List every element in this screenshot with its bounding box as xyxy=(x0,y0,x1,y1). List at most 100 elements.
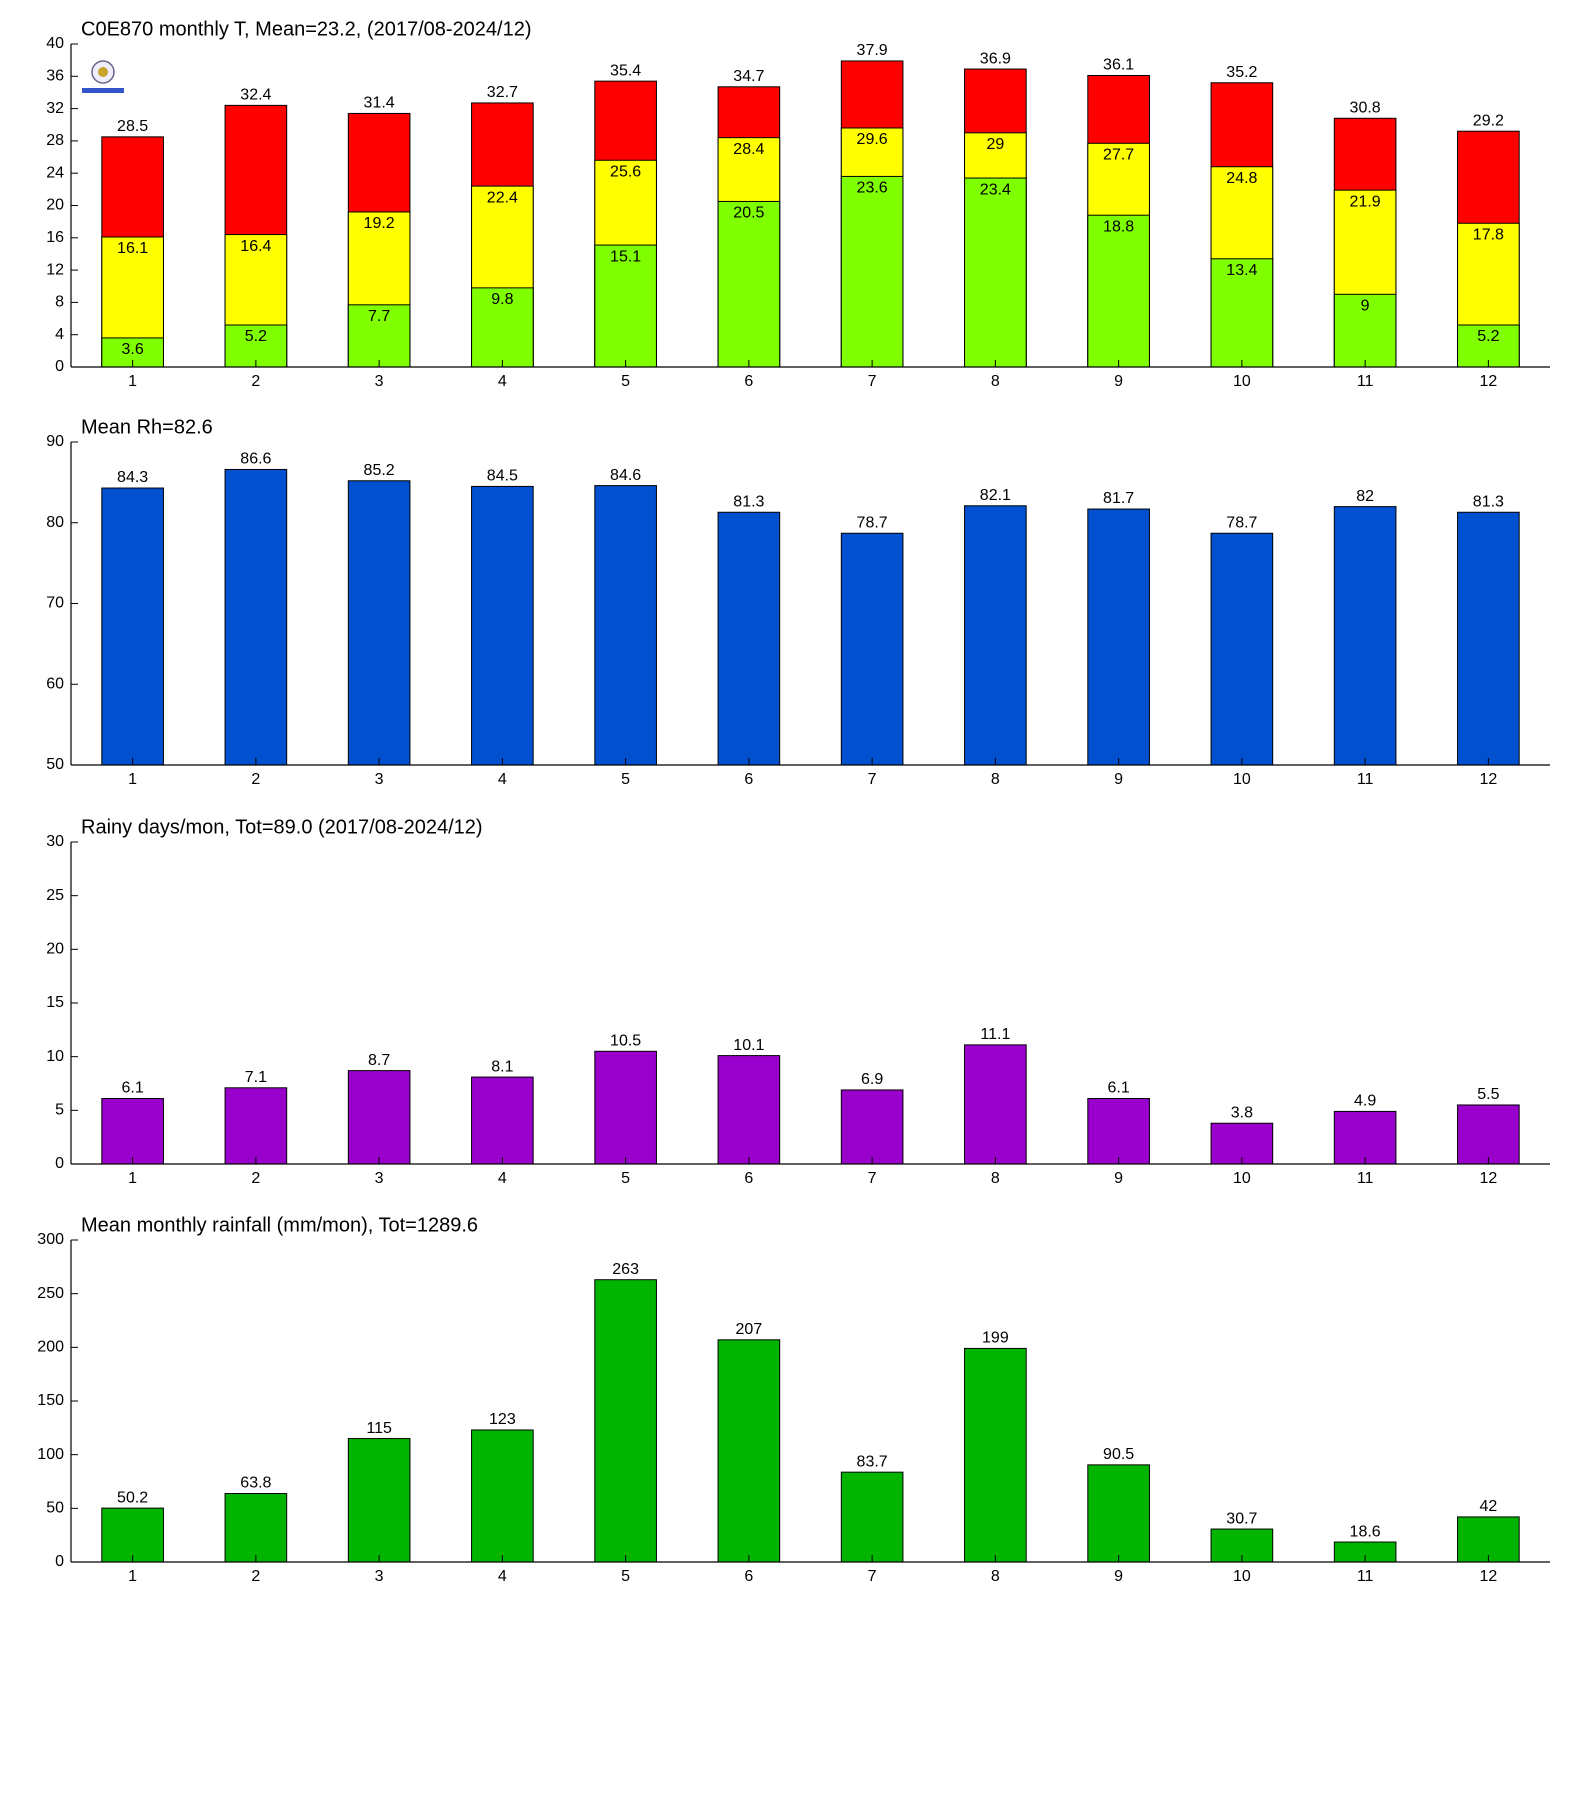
bar xyxy=(224,468,288,766)
x-tick-label: 4 xyxy=(498,373,507,390)
chart-title: Mean monthly rainfall (mm/mon), Tot=1289… xyxy=(81,1214,478,1236)
x-tick-label: 10 xyxy=(1233,771,1251,788)
y-tick-label: 36 xyxy=(46,68,64,85)
value-label: 42 xyxy=(1479,1498,1497,1515)
value-label: 81.7 xyxy=(1103,490,1134,507)
x-tick-label: 5 xyxy=(621,771,630,788)
x-tick-label: 8 xyxy=(991,1568,1000,1585)
y-tick-label: 250 xyxy=(37,1285,64,1302)
bar xyxy=(1457,511,1520,766)
value-label: 83.7 xyxy=(857,1453,888,1470)
value-label: 32.7 xyxy=(487,84,518,101)
x-tick-label: 6 xyxy=(744,1568,753,1585)
bar xyxy=(717,200,781,368)
x-tick-label: 5 xyxy=(621,1568,630,1585)
bar xyxy=(1210,258,1274,368)
bar xyxy=(471,485,534,766)
value-label: 199 xyxy=(982,1330,1009,1347)
x-tick-label: 1 xyxy=(128,1568,137,1585)
value-label: 81.3 xyxy=(733,493,764,510)
x-tick-label: 3 xyxy=(375,1170,384,1187)
x-tick-label: 8 xyxy=(991,771,1000,788)
x-tick-label: 12 xyxy=(1479,373,1497,390)
value-label: 115 xyxy=(366,1420,392,1437)
bar xyxy=(347,1438,411,1563)
y-tick-label: 0 xyxy=(55,1553,64,1570)
bar xyxy=(964,1347,1027,1563)
value-label: 15.1 xyxy=(610,248,641,265)
bar xyxy=(1087,508,1150,766)
value-label: 29.2 xyxy=(1473,112,1504,129)
bar xyxy=(347,304,411,368)
x-tick-label: 3 xyxy=(375,373,384,390)
value-label: 84.5 xyxy=(487,468,518,485)
x-tick-label: 9 xyxy=(1114,771,1123,788)
value-label: 16.4 xyxy=(240,238,271,255)
bar xyxy=(347,480,411,766)
x-tick-label: 3 xyxy=(375,1568,384,1585)
value-label: 123 xyxy=(489,1411,516,1428)
bar xyxy=(964,505,1027,766)
bar xyxy=(471,287,534,368)
x-tick-label: 1 xyxy=(128,1170,137,1187)
value-label: 5.2 xyxy=(1477,328,1499,345)
y-tick-label: 30 xyxy=(46,833,64,850)
y-tick-label: 24 xyxy=(46,164,64,181)
value-label: 32.4 xyxy=(240,87,271,104)
bar xyxy=(471,1429,534,1563)
bar xyxy=(717,1055,781,1165)
y-tick-label: 50 xyxy=(46,756,64,773)
value-label: 86.6 xyxy=(240,451,271,468)
y-tick-label: 0 xyxy=(55,1155,64,1172)
value-label: 82 xyxy=(1356,488,1374,505)
value-label: 17.8 xyxy=(1473,226,1504,243)
value-label: 10.5 xyxy=(610,1033,641,1050)
x-tick-label: 2 xyxy=(251,1170,260,1187)
value-label: 63.8 xyxy=(240,1475,271,1492)
value-label: 207 xyxy=(736,1321,763,1338)
value-label: 78.7 xyxy=(1226,514,1257,531)
value-label: 90.5 xyxy=(1103,1446,1134,1463)
value-label: 50.2 xyxy=(117,1489,148,1506)
bar xyxy=(1333,293,1397,368)
value-label: 24.8 xyxy=(1226,170,1257,187)
value-label: 22.4 xyxy=(487,189,518,206)
value-label: 30.8 xyxy=(1350,100,1381,117)
x-tick-label: 7 xyxy=(868,1568,877,1585)
y-tick-label: 0 xyxy=(55,358,64,375)
x-tick-label: 11 xyxy=(1357,373,1374,390)
value-label: 36.9 xyxy=(980,50,1011,67)
value-label: 29 xyxy=(986,136,1004,153)
bar xyxy=(594,1279,657,1563)
y-tick-label: 150 xyxy=(37,1392,64,1409)
value-label: 35.2 xyxy=(1226,64,1257,81)
value-label: 16.1 xyxy=(117,240,148,257)
bar xyxy=(594,244,657,368)
bar xyxy=(1087,1464,1150,1563)
bar xyxy=(1333,506,1397,766)
x-tick-label: 7 xyxy=(868,1170,877,1187)
value-label: 263 xyxy=(612,1261,639,1278)
bar xyxy=(1087,1098,1150,1165)
y-tick-label: 25 xyxy=(46,887,64,904)
value-label: 3.6 xyxy=(122,341,144,358)
value-label: 13.4 xyxy=(1226,262,1257,279)
bar xyxy=(717,511,781,766)
value-label: 27.7 xyxy=(1103,147,1134,164)
x-tick-label: 1 xyxy=(128,373,137,390)
x-tick-label: 1 xyxy=(128,771,137,788)
value-label: 7.7 xyxy=(368,308,390,325)
x-tick-label: 9 xyxy=(1114,373,1123,390)
value-label: 37.9 xyxy=(857,42,888,59)
y-tick-label: 28 xyxy=(46,132,64,149)
bar xyxy=(1457,1104,1520,1165)
bar xyxy=(717,1339,781,1563)
y-tick-label: 5 xyxy=(55,1102,64,1119)
y-tick-label: 20 xyxy=(46,941,64,958)
bar xyxy=(101,487,164,766)
value-label: 23.4 xyxy=(980,181,1011,198)
x-tick-label: 5 xyxy=(621,1170,630,1187)
y-tick-label: 70 xyxy=(46,595,64,612)
x-tick-label: 12 xyxy=(1479,1568,1497,1585)
